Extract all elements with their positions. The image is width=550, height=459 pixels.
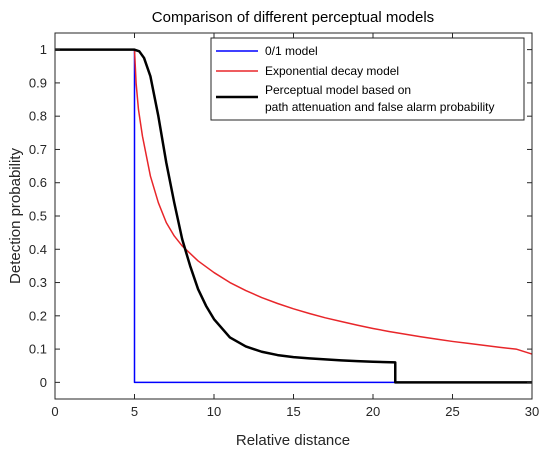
x-tick-label: 0 <box>51 404 58 419</box>
x-tick-label: 15 <box>286 404 300 419</box>
series-line-perceptual-model <box>55 48 532 384</box>
y-axis-label: Detection probability <box>7 148 24 284</box>
series-line-exponential-decay <box>55 48 533 355</box>
y-tick-label: 0.7 <box>29 142 47 157</box>
legend-label-exponential-decay: Exponential decay model <box>265 64 399 78</box>
series-layer <box>55 48 533 384</box>
y-tick-label: 1 <box>40 42 47 57</box>
x-tick-label: 25 <box>445 404 459 419</box>
x-axis-label: Relative distance <box>236 432 350 449</box>
y-tick-label: 0.9 <box>29 75 47 90</box>
legend-label-perceptual-model-line2: path attenuation and false alarm probabi… <box>265 100 494 114</box>
y-tick-label: 0.8 <box>29 109 47 124</box>
legend: 0/1 model Exponential decay model Percep… <box>210 37 525 121</box>
x-tick-label: 30 <box>525 404 539 419</box>
y-tick-label: 0 <box>40 375 47 390</box>
y-tick-label: 0.6 <box>29 175 47 190</box>
ticks-layer: 0 5 10 15 20 25 30 0 0.1 0.2 0.3 0.4 0.5 0.6 0.7 0.8 0.9… <box>29 33 539 419</box>
chart-title: Comparison of different perceptual model… <box>152 9 434 26</box>
x-tick-label: 10 <box>207 404 221 419</box>
x-tick-label: 20 <box>366 404 380 419</box>
legend-box <box>210 37 525 121</box>
legend-label-perceptual-model-line1: Perceptual model based on <box>265 83 411 97</box>
y-tick-label: 0.2 <box>29 308 47 323</box>
y-tick-label: 0.3 <box>29 275 47 290</box>
legend-label-0-1-model: 0/1 model <box>265 44 318 58</box>
y-tick-label: 0.1 <box>29 342 47 357</box>
y-tick-label: 0.5 <box>29 209 47 224</box>
y-tick-label: 0.4 <box>29 242 47 257</box>
x-tick-label: 5 <box>131 404 138 419</box>
